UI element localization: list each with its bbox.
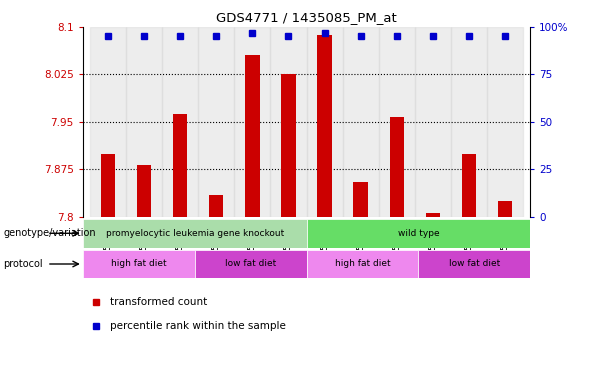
Bar: [270, 27, 306, 217]
Bar: [306, 219, 530, 248]
Text: percentile rank within the sample: percentile rank within the sample: [110, 321, 286, 331]
Bar: [234, 27, 270, 217]
Text: low fat diet: low fat diet: [449, 260, 500, 268]
Bar: [354, 182, 368, 217]
Text: low fat diet: low fat diet: [225, 260, 276, 268]
Bar: [198, 27, 234, 217]
Bar: [83, 250, 195, 278]
Bar: [173, 114, 188, 217]
Bar: [379, 27, 415, 217]
Bar: [209, 195, 224, 217]
Text: high fat diet: high fat diet: [335, 260, 390, 268]
Bar: [101, 154, 115, 217]
Bar: [415, 27, 451, 217]
Bar: [318, 35, 332, 217]
Text: protocol: protocol: [3, 259, 43, 269]
Bar: [195, 250, 306, 278]
Bar: [126, 27, 162, 217]
Bar: [137, 165, 151, 217]
Title: GDS4771 / 1435085_PM_at: GDS4771 / 1435085_PM_at: [216, 11, 397, 24]
Text: wild type: wild type: [398, 229, 439, 238]
Bar: [487, 27, 523, 217]
Bar: [306, 250, 418, 278]
Text: promyelocytic leukemia gene knockout: promyelocytic leukemia gene knockout: [105, 229, 284, 238]
Bar: [343, 27, 379, 217]
Bar: [425, 212, 440, 217]
Bar: [245, 55, 259, 217]
Bar: [90, 27, 126, 217]
Text: transformed count: transformed count: [110, 297, 207, 307]
Bar: [451, 27, 487, 217]
Bar: [162, 27, 198, 217]
Bar: [389, 118, 404, 217]
Bar: [462, 154, 476, 217]
Text: genotype/variation: genotype/variation: [3, 228, 96, 238]
Text: high fat diet: high fat diet: [111, 260, 167, 268]
Bar: [83, 219, 306, 248]
Bar: [306, 27, 343, 217]
Bar: [498, 201, 512, 217]
Bar: [281, 74, 295, 217]
Bar: [418, 250, 530, 278]
